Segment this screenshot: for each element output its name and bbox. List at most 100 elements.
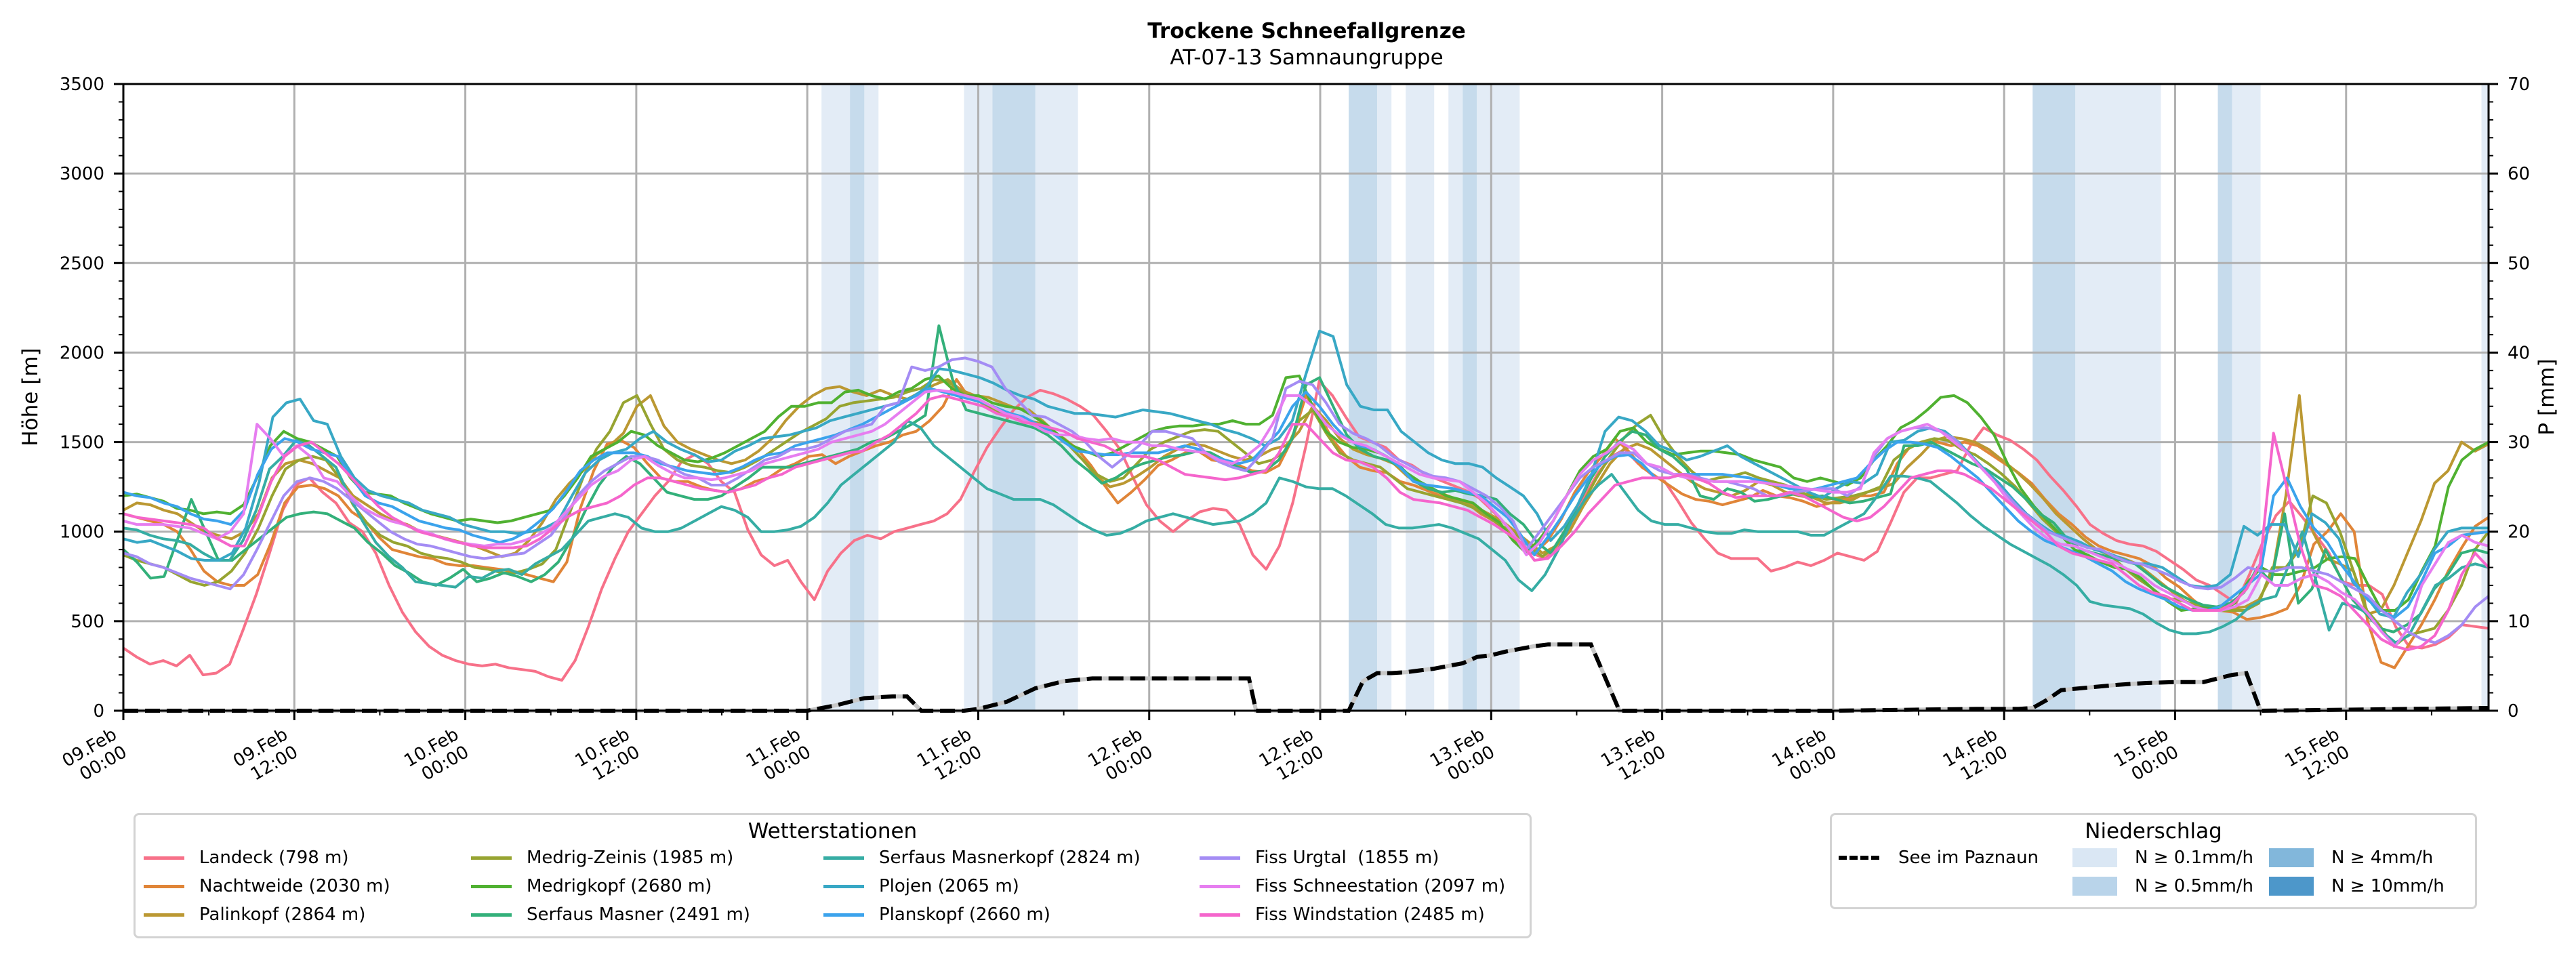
color-swatch — [2269, 877, 2314, 896]
color-swatch — [2269, 848, 2314, 867]
y-right-tick-label: 20 — [2508, 522, 2530, 543]
legend-item-precip-10: N ≥ 10mm/h — [2269, 872, 2459, 900]
legend-precip: Niederschlag See im Paznaun N ≥ 0.1mm/h … — [1830, 813, 2477, 909]
legend-item-station: Landeck (798 m) — [144, 844, 471, 872]
legend-stations: Wetterstationen Landeck (798 m) Nachtweid… — [134, 813, 1532, 938]
legend-item-station: Serfaus Masner (2491 m) — [471, 900, 823, 929]
line-swatch — [1200, 884, 1240, 888]
series-line-8 — [123, 387, 2489, 619]
y-tick-label: 2000 — [60, 343, 104, 363]
legend-label: Fiss Windstation (2485 m) — [1255, 904, 1485, 925]
y-right-tick-label: 70 — [2508, 75, 2530, 95]
legend-item-see-im-paznaun: See im Paznaun — [1839, 844, 2072, 872]
legend-label: Fiss Schneestation (2097 m) — [1255, 876, 1506, 896]
series-line-11 — [123, 394, 2490, 652]
legend-label: Medrigkopf (2680 m) — [527, 876, 712, 896]
legend-label: Medrig-Zeinis (1985 m) — [527, 848, 734, 868]
legend-stations-grid: Landeck (798 m) Nachtweide (2030 m) Palink… — [144, 844, 1521, 929]
precip-band — [1349, 84, 1378, 711]
line-swatch — [1200, 913, 1240, 917]
y-tick-label: 0 — [93, 701, 104, 722]
legend-stations-title: Wetterstationen — [748, 819, 918, 844]
legend-label: Palinkopf (2864 m) — [199, 904, 366, 925]
precip-line-group — [123, 642, 2489, 713]
y-tick-label: 500 — [70, 612, 104, 632]
legend-label: Fiss Urgtal (1855 m) — [1255, 848, 1439, 868]
chart-title: Trockene Schneefallgrenze — [1147, 19, 1466, 43]
line-swatch — [144, 856, 184, 860]
y-right-tick-label: 50 — [2508, 253, 2530, 274]
legend-item-station: Nachtweide (2030 m) — [144, 872, 471, 900]
series-line-6 — [123, 419, 2489, 644]
precip-band — [1477, 84, 1520, 711]
y-tick-label: 1500 — [60, 433, 104, 453]
legend-item-precip-01: N ≥ 0.1mm/h — [2072, 844, 2269, 872]
y-right-tick-label: 30 — [2508, 433, 2530, 453]
series-line-10 — [123, 388, 2489, 648]
legend-item-station: Palinkopf (2864 m) — [144, 900, 471, 929]
legend-label: Serfaus Masner (2491 m) — [527, 904, 750, 925]
legend-label: N ≥ 4mm/h — [2331, 848, 2434, 868]
precip-band — [850, 84, 865, 711]
line-swatch — [471, 913, 512, 917]
legend-item-precip-05: N ≥ 0.5mm/h — [2072, 872, 2269, 900]
color-swatch — [2072, 848, 2117, 867]
precip-line-see-im-paznaun — [123, 642, 2489, 713]
precip-band — [1448, 84, 1463, 711]
line-swatch — [1200, 856, 1240, 860]
series-line-0 — [122, 379, 2489, 682]
legend-label: Nachtweide (2030 m) — [199, 876, 390, 896]
line-swatch — [144, 884, 184, 888]
precip-band — [1406, 84, 1435, 711]
legend-item-station: Plojen (2065 m) — [823, 872, 1200, 900]
precip-band — [2481, 84, 2489, 711]
line-swatch — [823, 856, 864, 860]
chart-subtitle: AT-07-13 Samnaungruppe — [1170, 45, 1443, 70]
legend-item-station: Serfaus Masnerkopf (2824 m) — [823, 844, 1200, 872]
series-line-9 — [123, 356, 2490, 644]
dashed-line-swatch — [1839, 856, 1879, 860]
legend-label: Planskopf (2660 m) — [879, 904, 1050, 925]
precip-band — [2232, 84, 2261, 711]
line-swatch — [471, 884, 512, 888]
series-lines — [122, 324, 2490, 682]
y-right-tick-label: 0 — [2508, 701, 2519, 722]
line-swatch — [144, 913, 184, 917]
y-tick-label: 1000 — [60, 522, 104, 543]
y-axis-right: 0 10 20 30 40 50 60 70 — [2489, 75, 2530, 722]
y-axis-left: 0 500 1000 1500 2000 2500 3000 3500 — [60, 75, 123, 722]
legend-item-station: Fiss Urgtal (1855 m) — [1200, 844, 1521, 872]
legend-label: See im Paznaun — [1898, 848, 2039, 868]
legend-label: N ≥ 0.5mm/h — [2135, 876, 2254, 896]
precip-band — [2217, 84, 2232, 711]
legend-item-station: Medrig-Zeinis (1985 m) — [471, 844, 823, 872]
legend-label: Serfaus Masnerkopf (2824 m) — [879, 848, 1141, 868]
y-axis-right-label: P [mm] — [2535, 358, 2559, 435]
line-swatch — [471, 856, 512, 860]
y-axis-label: Höhe [m] — [18, 348, 43, 446]
y-right-tick-label: 60 — [2508, 164, 2530, 184]
legend-label: Plojen (2065 m) — [879, 876, 1019, 896]
legend-label: Landeck (798 m) — [199, 848, 349, 868]
legend-item-station: Planskopf (2660 m) — [823, 900, 1200, 929]
plot-frame — [122, 83, 2490, 712]
legend-item-station: Fiss Windstation (2485 m) — [1200, 900, 1521, 929]
precip-band — [1463, 84, 1477, 711]
line-swatch — [823, 913, 864, 917]
legend-item-precip-4: N ≥ 4mm/h — [2269, 844, 2459, 872]
color-swatch — [2072, 877, 2117, 896]
